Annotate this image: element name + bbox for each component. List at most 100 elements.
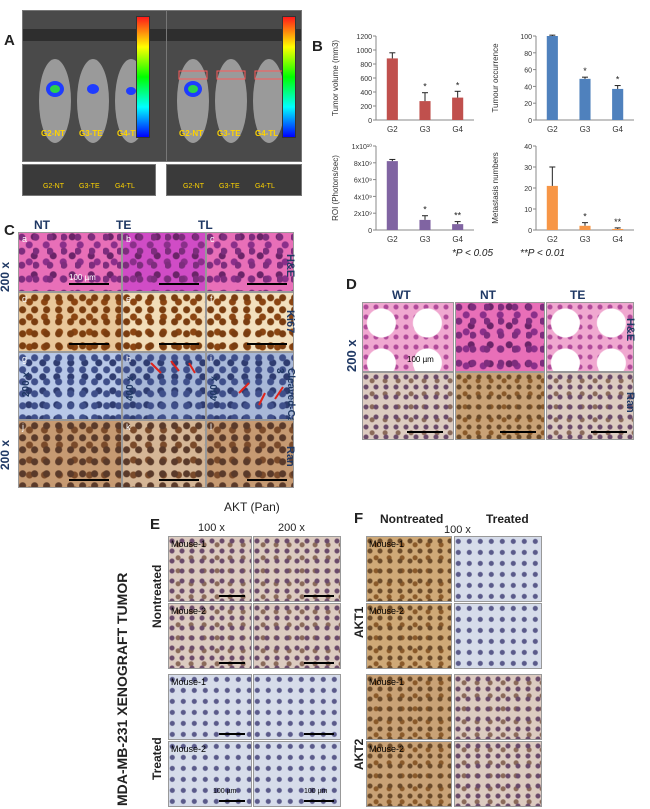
arrow-icons-h [150,360,196,374]
small-label-2: G3-TE [79,183,100,190]
akt1-t-m1 [454,536,542,602]
y-tick-label: 0 [528,228,532,235]
significance-label: * [616,75,620,85]
y-tick-label: 60 [524,68,532,75]
akt1-nt-m1: Mouse-1 [366,536,452,602]
significance-label: ** [454,211,462,221]
y-tick-label: 1000 [356,48,372,55]
mouse-2-label: Mouse-2 [171,744,207,754]
tissue-c: c [206,232,294,292]
y-tick-label: 0 [528,118,532,125]
scale-bar [69,283,109,285]
x-tick-label: G4 [452,125,463,134]
y-tick-label: 6x10⁹ [354,178,372,185]
bar [612,228,624,230]
chart-tumour-occurrence: Tumour occurrence 0 20 40 60 80 100 G2 * G3 * G4 [491,34,634,134]
sub-f: f [210,294,213,304]
y-tick-label: 0 [368,118,372,125]
tissue-f: f [206,292,294,352]
bar [546,36,558,120]
small-label-r3: G4-TL [255,183,275,190]
sub-k: k [126,422,131,432]
scale-label-c: 100 µm [69,273,96,282]
y-tick-label: 80 [524,51,532,58]
mouse-label-3: G4-TL [117,129,141,138]
bar [386,58,398,120]
scale-bar [247,283,287,285]
color-scale-right [282,16,296,138]
small-label-1: G2-NT [43,183,64,190]
significance-label: * [583,212,587,222]
scale-bar [69,479,109,481]
col-te: TE [116,218,132,232]
sub-j: j [22,422,24,432]
arrow-icons-i [238,382,284,406]
tissue-g: g 200 x [18,352,122,420]
mouse-label-right-3: G4-TL [255,129,279,138]
ivis-image-right: G2-NT G3-TE G4-TL [166,10,302,162]
x-tick-label: G4 [612,125,623,134]
y-axis-label: ROI (Photons/sec) [331,155,340,221]
scale-bar [219,595,245,597]
col-treated-f: Treated [486,512,529,526]
panel-b-letter: B [312,38,323,55]
color-scale-left [136,16,150,138]
y-tick-label: 1x10¹⁰ [352,143,373,151]
akt-e-nt-m1-100x: Mouse-1 [168,536,252,602]
scale-label-e2: 100 µm [304,788,328,795]
sub-a: a [22,234,28,244]
tissue-e: e [122,292,206,352]
sub-h: h [126,354,132,364]
mouse-1-label: Mouse-1 [369,539,405,549]
ivis-small-right: G2-NT G3-TE G4-TL [166,164,302,196]
mag-200x-d: 200 x [344,339,359,372]
scale-bar [500,431,536,433]
row-ran-d: Ran [624,392,636,413]
bar [452,97,464,120]
akt-e-t-m1-200x [253,674,341,740]
tissue-b: b [122,232,206,292]
mouse-2-label: Mouse-2 [171,606,207,616]
x-tick-label: G2 [387,235,398,244]
y-tick-label: 20 [524,101,532,108]
col-100x-f: 100 x [444,524,471,536]
scale-bar [159,283,199,285]
akt-e-nt-m1-200x [253,536,341,602]
panel-f-letter: F [354,510,364,527]
sub-i: i [210,354,212,364]
bar [579,78,591,120]
bar [386,161,398,230]
scale-bar [591,431,627,433]
col-wt: WT [392,288,411,302]
sub-b: b [126,234,132,244]
x-tick-label: G2 [547,235,558,244]
y-tick-label: 4x10⁹ [354,194,372,201]
inset-mag-g: 200 x [21,371,32,397]
group-treated-e: Treated [150,737,164,780]
inset-mag-i: 400 x [209,375,220,401]
scale-bar [304,800,334,802]
footnote-p001: **P < 0.01 [520,248,565,259]
chart-roi: ROI (Photons/sec) 0 2x10⁹ 4x10⁹ 6x10⁹ 8x10⁹ 1x… [331,143,474,244]
akt2-nt-m2: Mouse-2 [366,741,452,807]
akt2-nt-m1: Mouse-1 [366,674,452,740]
scale-bar [219,800,245,802]
mouse-label-2: G3-TE [79,129,103,138]
panel-d-letter: D [346,276,357,293]
sub-g: g [22,354,28,364]
significance-label: ** [614,217,622,227]
tissue-l: l [206,420,294,488]
scale-label-e1: 100 µm [213,788,237,795]
row-akt1: AKT1 [352,606,366,638]
scale-bar [159,343,199,345]
lung-nt-ran [455,372,545,440]
bar [419,219,431,230]
footnote-p005: *P < 0.05 [452,248,494,259]
scale-bar [304,595,334,597]
akt-e-t-m2-100x: Mouse-2 100 µm [168,741,252,807]
col-nontreated-f: Nontreated [380,512,444,526]
y-axis-label: Tumour occurrence [491,43,500,113]
group-nontreated-e: Nontreated [150,564,164,628]
bar [546,185,558,230]
x-tick-label: G4 [612,235,623,244]
